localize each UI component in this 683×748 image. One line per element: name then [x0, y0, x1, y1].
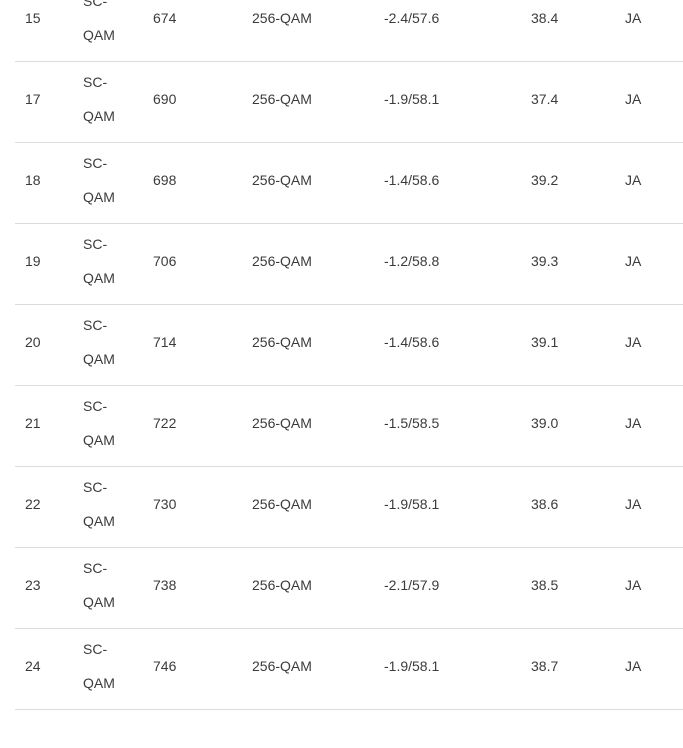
cell-channel-id: 20: [15, 304, 73, 386]
cell-channel-id: 15: [15, 0, 73, 62]
cell-lock-status: JA: [615, 0, 683, 62]
channel-type-text: SC-QAM: [83, 154, 115, 205]
cell-frequency: 698: [143, 142, 242, 224]
cell-channel-type: SC-QAM: [73, 223, 143, 305]
cell-snr: 39.2: [521, 142, 615, 224]
channel-type-text: SC-QAM: [83, 316, 115, 367]
cell-channel-id: 23: [15, 547, 73, 629]
cell-channel-type: SC-QAM: [73, 142, 143, 224]
cell-power-level: -1.4/58.6: [374, 304, 521, 386]
channel-type-text: SC-QAM: [83, 640, 115, 691]
cell-snr: 38.6: [521, 466, 615, 548]
channel-type-text: SC-QAM: [83, 235, 115, 286]
cell-snr: 38.5: [521, 547, 615, 629]
cell-power-level: -1.4/58.6: [374, 142, 521, 224]
cell-snr: 39.3: [521, 223, 615, 305]
cell-snr: 39.0: [521, 385, 615, 467]
cell-modulation: 256-QAM: [242, 547, 374, 629]
cell-channel-type: SC-QAM: [73, 61, 143, 143]
table-row: 18 SC-QAM 698 256-QAM -1.4/58.6 39.2 JA: [15, 142, 683, 224]
cell-power-level: -1.9/58.1: [374, 466, 521, 548]
channel-type-text: SC-QAM: [83, 559, 115, 610]
cell-modulation: 256-QAM: [242, 142, 374, 224]
cell-frequency: 706: [143, 223, 242, 305]
cell-frequency: 674: [143, 0, 242, 62]
cell-lock-status: JA: [615, 547, 683, 629]
cell-power-level: -2.1/57.9: [374, 547, 521, 629]
cell-lock-status: JA: [615, 304, 683, 386]
cell-modulation: 256-QAM: [242, 0, 374, 62]
cell-lock-status: JA: [615, 385, 683, 467]
cell-power-level: -1.9/58.1: [374, 628, 521, 710]
table-row: 22 SC-QAM 730 256-QAM -1.9/58.1 38.6 JA: [15, 466, 683, 548]
table-row: 21 SC-QAM 722 256-QAM -1.5/58.5 39.0 JA: [15, 385, 683, 467]
cell-power-level: -1.9/58.1: [374, 61, 521, 143]
cell-channel-id: 22: [15, 466, 73, 548]
cell-channel-type: SC-QAM: [73, 304, 143, 386]
cell-modulation: 256-QAM: [242, 223, 374, 305]
cell-modulation: 256-QAM: [242, 385, 374, 467]
cell-power-level: -1.2/58.8: [374, 223, 521, 305]
cell-frequency: 738: [143, 547, 242, 629]
cell-lock-status: JA: [615, 61, 683, 143]
table-row: 23 SC-QAM 738 256-QAM -2.1/57.9 38.5 JA: [15, 547, 683, 629]
channel-type-text: SC-QAM: [83, 397, 115, 448]
cell-lock-status: JA: [615, 142, 683, 224]
cell-modulation: 256-QAM: [242, 628, 374, 710]
cell-channel-type: SC-QAM: [73, 466, 143, 548]
channel-type-text: SC-QAM: [83, 0, 115, 43]
cell-modulation: 256-QAM: [242, 304, 374, 386]
cell-channel-type: SC-QAM: [73, 628, 143, 710]
cell-frequency: 690: [143, 61, 242, 143]
cell-lock-status: JA: [615, 628, 683, 710]
cell-channel-id: 19: [15, 223, 73, 305]
cell-modulation: 256-QAM: [242, 466, 374, 548]
cell-power-level: -1.5/58.5: [374, 385, 521, 467]
table-row: 24 SC-QAM 746 256-QAM -1.9/58.1 38.7 JA: [15, 628, 683, 710]
cell-lock-status: JA: [615, 466, 683, 548]
channel-type-text: SC-QAM: [83, 478, 115, 529]
cell-channel-type: SC-QAM: [73, 547, 143, 629]
table-row: 19 SC-QAM 706 256-QAM -1.2/58.8 39.3 JA: [15, 223, 683, 305]
cell-channel-id: 21: [15, 385, 73, 467]
table-row: 17 SC-QAM 690 256-QAM -1.9/58.1 37.4 JA: [15, 61, 683, 143]
cell-frequency: 714: [143, 304, 242, 386]
cell-snr: 39.1: [521, 304, 615, 386]
cell-snr: 38.4: [521, 0, 615, 62]
table-row: 20 SC-QAM 714 256-QAM -1.4/58.6 39.1 JA: [15, 304, 683, 386]
cell-channel-type: SC-QAM: [73, 0, 143, 62]
cell-lock-status: JA: [615, 223, 683, 305]
cell-modulation: 256-QAM: [242, 61, 374, 143]
cell-power-level: -2.4/57.6: [374, 0, 521, 62]
table-row: 15 SC-QAM 674 256-QAM -2.4/57.6 38.4 JA: [15, 0, 683, 62]
cell-snr: 38.7: [521, 628, 615, 710]
cell-frequency: 746: [143, 628, 242, 710]
cell-frequency: 722: [143, 385, 242, 467]
cell-channel-type: SC-QAM: [73, 385, 143, 467]
cell-snr: 37.4: [521, 61, 615, 143]
downstream-channel-table: 15 SC-QAM 674 256-QAM -2.4/57.6 38.4 JA …: [15, 0, 683, 710]
cell-frequency: 730: [143, 466, 242, 548]
cell-channel-id: 18: [15, 142, 73, 224]
cell-channel-id: 24: [15, 628, 73, 710]
cell-channel-id: 17: [15, 61, 73, 143]
channel-type-text: SC-QAM: [83, 73, 115, 124]
